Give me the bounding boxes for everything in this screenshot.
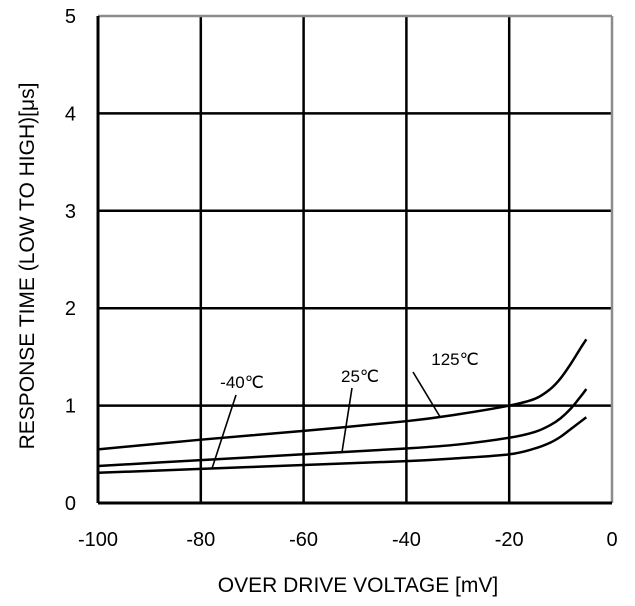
annotation-leaders (211, 371, 441, 469)
series-line (97, 338, 588, 451)
x-tick-label: -40 (392, 529, 421, 551)
y-tick-labels: 0 1 2 3 4 5 (65, 6, 76, 515)
annotation-leader (341, 387, 353, 453)
y-axis-title: RESPONSE TIME (LOW TO HIGH)[μs] (16, 83, 39, 450)
annotation-leader (211, 394, 237, 469)
x-tick-label: 0 (606, 529, 617, 551)
x-tick-label: -60 (289, 529, 318, 551)
curves (97, 338, 588, 475)
series-line (97, 388, 588, 468)
annotation-label: 125℃ (431, 350, 478, 369)
x-tick-label: -20 (495, 529, 524, 551)
y-tick-label: 5 (65, 6, 76, 28)
annotation-leader (412, 371, 441, 418)
y-tick-label: 0 (65, 493, 76, 515)
series-line (97, 416, 588, 475)
y-tick-label: 1 (65, 396, 76, 418)
annotation-label: 25℃ (341, 367, 379, 386)
y-tick-label: 4 (65, 103, 76, 125)
x-axis-title: OVER DRIVE VOLTAGE [mV] (218, 574, 498, 597)
plot-frame (96, 14, 614, 505)
x-tick-label: -100 (78, 529, 118, 551)
x-tick-label: -80 (186, 529, 215, 551)
grid (98, 16, 612, 503)
annotation-label: -40℃ (220, 373, 264, 392)
y-tick-label: 2 (65, 298, 76, 320)
y-tick-label: 3 (65, 201, 76, 223)
annotations: 125℃ 25℃ -40℃ (220, 350, 479, 392)
x-tick-labels: -100 -80 -60 -40 -20 0 (78, 529, 618, 551)
